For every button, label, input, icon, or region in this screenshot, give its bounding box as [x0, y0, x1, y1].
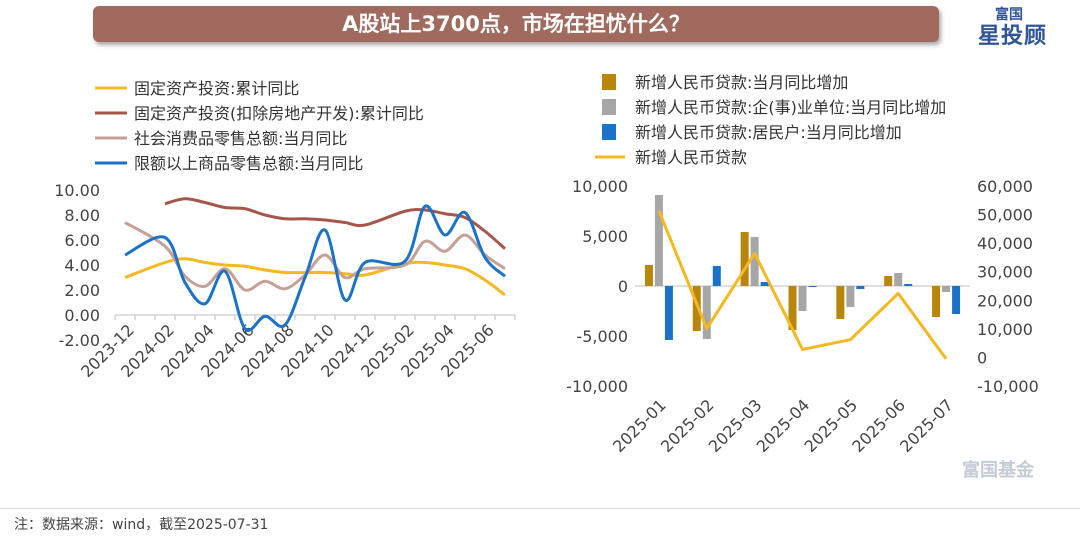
y-right-tick-label: 60,000: [977, 177, 1033, 196]
series-line-3: [124, 204, 507, 332]
bar-2-2025-05: [856, 286, 865, 289]
bar-2-2025-02: [712, 266, 721, 286]
watermark-text: 富国基金: [962, 460, 1034, 481]
bar-1-2025-04: [798, 286, 807, 311]
bar-1-2025-05: [846, 286, 855, 307]
legend-label-1: 固定资产投资(扣除房地产开发):累计同比: [134, 104, 424, 123]
y-tick-label: 10.00: [54, 181, 100, 200]
bar-2-2025-01: [664, 286, 673, 340]
legend-label-3: 新增人民币贷款: [635, 148, 747, 167]
legend-swatch-0: [602, 74, 616, 90]
bar-2-2025-06: [904, 284, 913, 286]
series-line-2: [124, 221, 506, 292]
y-left-tick-label: 5,000: [582, 227, 628, 246]
bar-1-2025-06: [894, 273, 903, 286]
y-tick-label: 4.00: [64, 256, 100, 275]
y-left-tick-label: 10,000: [572, 177, 628, 196]
y-tick-label: 6.00: [64, 231, 100, 250]
bar-0-2025-04: [788, 286, 797, 330]
series-line-0: [124, 257, 506, 297]
legend-swatch-1: [602, 99, 616, 115]
legend-label-3: 限额以上商品零售总额:当月同比: [134, 154, 363, 173]
title-bar: A股站上3700点，市场在担忧什么？: [93, 6, 939, 42]
legend-label-2: 新增人民币贷款:居民户:当月同比增加: [635, 123, 902, 142]
footer-note: 注：数据来源：wind，截至2025-07-31: [14, 517, 269, 533]
bar-2-2025-07: [952, 286, 961, 314]
y-right-tick-label: 40,000: [977, 234, 1033, 253]
bar-0-2025-02: [692, 286, 701, 331]
bar-2-2025-04: [808, 286, 817, 287]
y-left-tick-label: -5,000: [576, 327, 628, 346]
footer-divider: [0, 508, 1080, 509]
bar-0-2025-01: [644, 265, 653, 286]
y-tick-label: -2.00: [59, 331, 100, 350]
y-left-tick-label: 0: [618, 277, 628, 296]
legend-label-0: 新增人民币贷款:当月同比增加: [635, 73, 848, 92]
loan-total-line: [657, 210, 948, 360]
y-right-tick-label: 10,000: [977, 320, 1033, 339]
y-tick-label: 0.00: [64, 306, 100, 325]
y-right-tick-label: 0: [977, 348, 987, 367]
bar-1-2025-07: [942, 286, 951, 292]
y-right-tick-label: 50,000: [977, 206, 1033, 225]
bar-2-2025-03: [760, 282, 769, 286]
y-right-tick-label: 20,000: [977, 291, 1033, 310]
x-tick-label: 2025-07: [896, 395, 957, 456]
bar-0-2025-05: [836, 286, 845, 319]
y-right-tick-label: 30,000: [977, 263, 1033, 282]
left-line-chart: 固定资产投资:累计同比固定资产投资(扣除房地产开发):累计同比社会消费品零售总额…: [54, 79, 516, 381]
logo-main-text: 星投顾: [978, 24, 1048, 49]
y-tick-label: 2.00: [64, 281, 100, 300]
bar-1-2025-02: [702, 286, 711, 339]
bar-1-2025-01: [654, 195, 663, 286]
legend-swatch-2: [602, 124, 616, 140]
logo-top-text: 富国: [995, 7, 1023, 23]
series-line-1: [164, 197, 506, 250]
y-left-tick-label: -10,000: [566, 377, 628, 396]
legend-label-0: 固定资产投资:累计同比: [134, 79, 299, 98]
legend-label-1: 新增人民币贷款:企(事)业单位:当月同比增加: [635, 98, 946, 117]
legend-label-2: 社会消费品零售总额:当月同比: [134, 129, 347, 148]
page-title: A股站上3700点，市场在担忧什么？: [342, 12, 690, 36]
right-combo-chart: 新增人民币贷款:当月同比增加新增人民币贷款:企(事)业单位:当月同比增加新增人民…: [566, 73, 1039, 456]
bar-0-2025-06: [884, 276, 893, 286]
bar-0-2025-07: [932, 286, 941, 317]
y-tick-label: 8.00: [64, 206, 100, 225]
y-right-tick-label: -10,000: [977, 377, 1039, 396]
bar-1-2025-03: [750, 237, 759, 286]
bar-0-2025-03: [740, 232, 749, 286]
